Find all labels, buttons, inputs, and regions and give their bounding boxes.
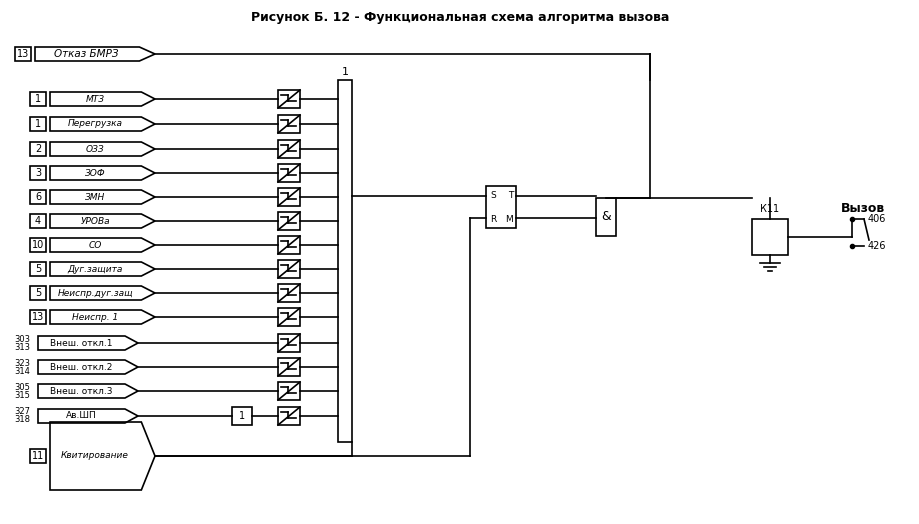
Text: Рисунок Б. 12 - Функциональная схема алгоритма вызова: Рисунок Б. 12 - Функциональная схема алг… xyxy=(251,11,668,24)
Text: ЗОФ: ЗОФ xyxy=(85,169,106,178)
Text: 318: 318 xyxy=(14,416,30,424)
Text: 5: 5 xyxy=(35,288,41,298)
Text: Дуг.защита: Дуг.защита xyxy=(67,265,123,274)
Bar xyxy=(278,260,300,278)
Bar xyxy=(278,164,300,182)
Text: 10: 10 xyxy=(32,240,44,250)
Text: К11: К11 xyxy=(760,204,778,214)
Text: Неиспр.дуг.защ: Неиспр.дуг.защ xyxy=(57,289,133,298)
Bar xyxy=(15,47,31,61)
Text: Квитирование: Квитирование xyxy=(62,452,129,461)
Text: M: M xyxy=(505,214,513,224)
Text: 314: 314 xyxy=(14,366,30,376)
Bar xyxy=(278,140,300,158)
Text: Внеш. откл.1: Внеш. откл.1 xyxy=(50,339,112,347)
Text: R: R xyxy=(490,214,495,224)
Text: 327: 327 xyxy=(14,408,30,417)
Bar xyxy=(278,358,300,376)
Text: 1: 1 xyxy=(35,94,41,104)
Bar xyxy=(485,186,516,228)
Text: 323: 323 xyxy=(14,358,30,367)
Text: УРОВа: УРОВа xyxy=(80,216,110,225)
Bar xyxy=(30,262,46,276)
Bar xyxy=(30,449,46,463)
Bar xyxy=(30,190,46,204)
Text: Неиспр. 1: Неиспр. 1 xyxy=(72,312,119,322)
Text: Внеш. откл.2: Внеш. откл.2 xyxy=(50,363,112,372)
Bar xyxy=(278,212,300,230)
Bar xyxy=(30,214,46,228)
Bar xyxy=(232,407,252,425)
Bar xyxy=(278,90,300,108)
Text: 305: 305 xyxy=(14,383,30,391)
Bar xyxy=(30,238,46,252)
Text: Ав.ШП: Ав.ШП xyxy=(65,411,96,420)
Bar xyxy=(278,236,300,254)
Text: Отказ БМРЗ: Отказ БМРЗ xyxy=(54,49,119,59)
Text: МТЗ: МТЗ xyxy=(85,94,105,104)
Text: 1: 1 xyxy=(341,67,348,77)
Bar xyxy=(278,188,300,206)
Text: 3: 3 xyxy=(35,168,41,178)
Text: S: S xyxy=(490,191,495,200)
Bar xyxy=(30,92,46,106)
Bar xyxy=(751,219,788,255)
Text: 6: 6 xyxy=(35,192,41,202)
Text: &: & xyxy=(600,211,610,224)
Bar xyxy=(30,142,46,156)
Bar xyxy=(278,115,300,133)
Text: 13: 13 xyxy=(17,49,29,59)
Text: 5: 5 xyxy=(35,264,41,274)
Text: 4: 4 xyxy=(35,216,41,226)
Text: СО: СО xyxy=(88,241,102,249)
Text: 313: 313 xyxy=(14,343,30,352)
Bar xyxy=(278,382,300,400)
Text: 426: 426 xyxy=(867,241,886,251)
Text: ОЗЗ: ОЗЗ xyxy=(85,145,105,154)
Bar xyxy=(337,80,352,442)
Bar xyxy=(596,198,616,236)
Bar xyxy=(30,117,46,131)
Bar xyxy=(278,284,300,302)
Text: 406: 406 xyxy=(867,214,885,224)
Text: Внеш. откл.3: Внеш. откл.3 xyxy=(50,387,112,396)
Text: 2: 2 xyxy=(35,144,41,154)
Text: ЗМН: ЗМН xyxy=(85,192,105,202)
Bar xyxy=(30,286,46,300)
Bar xyxy=(278,308,300,326)
Text: T: T xyxy=(507,191,513,200)
Text: 13: 13 xyxy=(32,312,44,322)
Text: 11: 11 xyxy=(32,451,44,461)
Text: Вызов: Вызов xyxy=(840,202,884,215)
Text: 1: 1 xyxy=(35,119,41,129)
Text: Перегрузка: Перегрузка xyxy=(68,119,122,128)
Bar xyxy=(278,407,300,425)
Bar xyxy=(30,310,46,324)
Bar xyxy=(278,334,300,352)
Text: 1: 1 xyxy=(239,411,244,421)
Text: 303: 303 xyxy=(14,334,30,344)
Text: 315: 315 xyxy=(14,390,30,399)
Bar xyxy=(30,166,46,180)
